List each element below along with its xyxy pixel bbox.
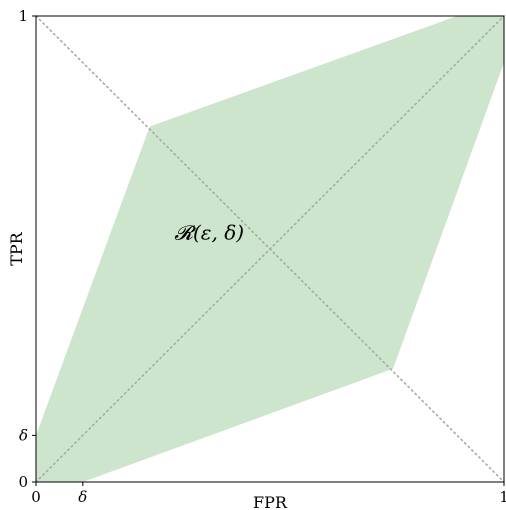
x-tick-label: 1 bbox=[499, 488, 506, 506]
x-ticks: 0 δ 1 bbox=[31, 482, 506, 506]
y-tick-label: 0 bbox=[18, 473, 28, 491]
reference-lines bbox=[35, 15, 505, 483]
x-tick-label: 0 bbox=[31, 488, 41, 506]
axes-frame bbox=[35, 15, 505, 483]
y-axis-title: TPR bbox=[7, 231, 26, 265]
y-tick-label: δ bbox=[19, 426, 28, 444]
x-axis-title: FPR bbox=[253, 493, 288, 510]
y-ticks: 0 δ 1 bbox=[18, 7, 36, 491]
y-tick-label: 1 bbox=[18, 7, 28, 25]
anti-diagonal-line bbox=[35, 15, 505, 483]
x-tick-label: δ bbox=[78, 488, 87, 506]
region-label: 𝓡(ε, δ) bbox=[174, 221, 244, 245]
